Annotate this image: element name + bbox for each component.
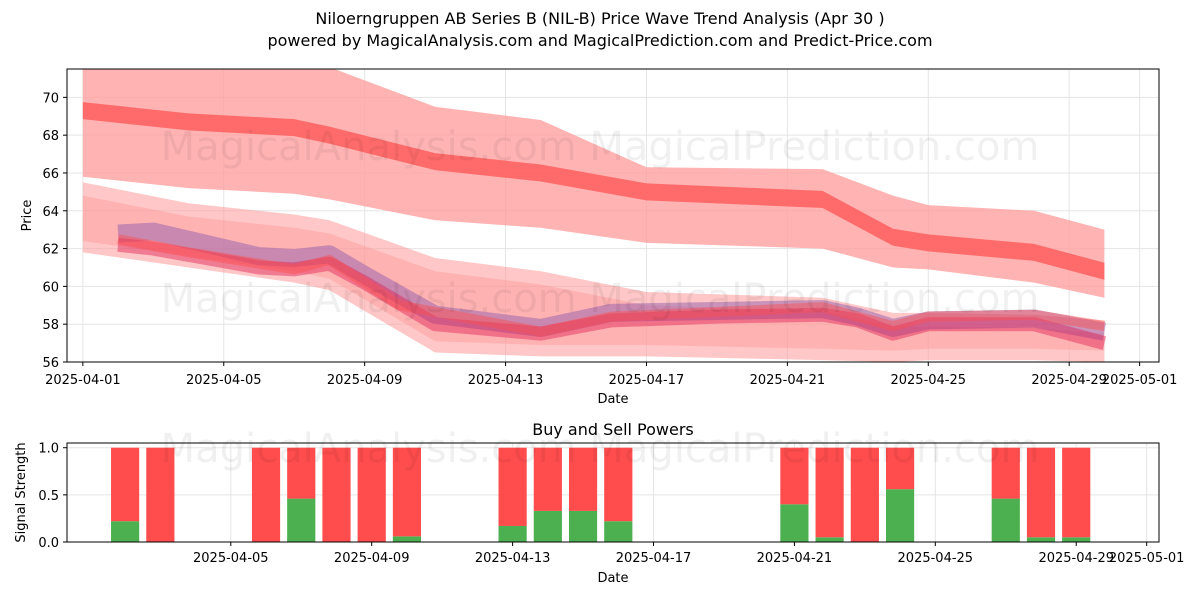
buy-bar	[886, 489, 915, 542]
y-tick-label: 62	[42, 243, 59, 258]
sell-bar	[815, 447, 844, 538]
price-plot-area	[82, 69, 1107, 362]
buy-bar	[991, 498, 1020, 542]
watermark-top-1: MagicalAnalysis.com MagicalPrediction.co…	[161, 124, 1040, 170]
chart-subtitle: powered by MagicalAnalysis.com and Magic…	[267, 31, 933, 50]
y-tick-label: 70	[42, 91, 59, 106]
sell-bar	[568, 447, 598, 511]
y-tick-label: 60	[42, 280, 59, 295]
buy-bar	[533, 510, 562, 542]
upper-core-band	[82, 102, 1105, 280]
sell-bar	[287, 447, 316, 499]
wave-series-3	[117, 234, 1106, 337]
sell-bar	[886, 447, 915, 490]
sell-bar	[780, 447, 809, 505]
x-tick-label: 2025-04-21	[750, 373, 826, 388]
sell-bar	[111, 447, 140, 522]
y-tick-label: 56	[42, 356, 59, 371]
watermark-top-2: MagicalAnalysis.com MagicalPrediction.co…	[161, 276, 1040, 322]
buy-bar	[780, 504, 809, 542]
bar-x-tick-label: 2025-04-25	[898, 551, 974, 566]
buy-bar	[1062, 537, 1091, 542]
buy-bar	[111, 521, 140, 542]
buy-bar	[392, 536, 422, 542]
sell-bar	[322, 447, 351, 542]
y-axis-label: Price	[20, 200, 35, 232]
sell-bar	[991, 447, 1020, 499]
bar-y-tick-label: 1.0	[38, 442, 59, 457]
x-tick-label: 2025-04-13	[468, 373, 544, 388]
buy-bar	[498, 525, 527, 542]
bar-plot-frame	[66, 442, 1160, 543]
chart-title: Niloerngruppen AB Series B (NIL-B) Price…	[315, 9, 885, 28]
sell-bar	[392, 447, 422, 537]
x-tick-label: 2025-04-25	[890, 373, 966, 388]
buy-bar	[604, 521, 633, 542]
lower-mid-band	[82, 195, 1105, 351]
x-tick-label: 2025-04-01	[45, 373, 121, 388]
sell-bar	[498, 447, 527, 526]
price-plot-frame	[66, 68, 1160, 363]
sell-bar	[604, 447, 633, 522]
watermark-bottom: MagicalAnalysis.com MagicalPrediction.co…	[161, 426, 1040, 472]
bar-x-tick-label: 2025-04-29	[1038, 551, 1114, 566]
sell-bar	[533, 447, 562, 511]
x-tick-label: 2025-04-17	[609, 373, 685, 388]
bar-x-tick-label: 2025-04-17	[616, 551, 692, 566]
y-tick-label: 58	[42, 318, 59, 333]
bar-chart-title: Buy and Sell Powers	[532, 420, 694, 439]
x-tick-label: 2025-04-09	[327, 373, 403, 388]
sell-bar	[146, 447, 175, 542]
lower-outer-band	[82, 182, 1105, 362]
bar-y-tick-label: 0.5	[38, 489, 59, 504]
x-tick-label: 2025-05-01	[1102, 373, 1178, 388]
sell-bar	[1062, 447, 1091, 538]
bar-x-tick-label: 2025-04-05	[193, 551, 269, 566]
sell-bar	[850, 447, 879, 542]
sell-bar	[357, 447, 386, 542]
wave-series-1	[117, 222, 1107, 341]
x-axis-label: Date	[597, 392, 628, 407]
bar-x-tick-label: 2025-04-21	[757, 551, 833, 566]
bar-x-axis-label: Date	[597, 571, 628, 586]
y-tick-label: 68	[42, 129, 59, 144]
x-tick-label: 2025-04-29	[1031, 373, 1107, 388]
bar-y-tick-label: 0.0	[38, 536, 59, 551]
bar-x-tick-label: 2025-04-09	[334, 551, 410, 566]
buy-bar	[287, 498, 316, 542]
sell-bar	[1026, 447, 1056, 538]
y-tick-label: 66	[42, 167, 59, 182]
buy-bar	[568, 510, 598, 542]
wave-series-2	[117, 237, 1107, 350]
bar-x-tick-label: 2025-04-13	[475, 551, 551, 566]
bar-x-tick-label: 2025-05-01	[1109, 551, 1185, 566]
bar-y-axis-label: Signal Strength	[14, 442, 29, 542]
y-tick-label: 64	[42, 205, 59, 220]
buy-bar	[815, 537, 844, 542]
sell-bar	[251, 447, 281, 542]
buy-bar	[1026, 537, 1056, 542]
x-tick-label: 2025-04-05	[186, 373, 262, 388]
